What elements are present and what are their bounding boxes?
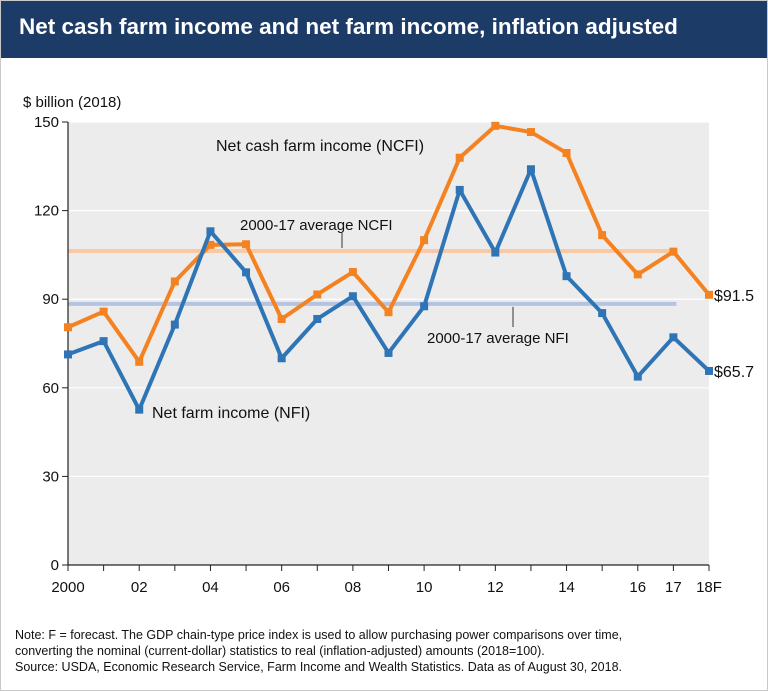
x-tick-label: 16: [629, 579, 646, 596]
data-point: [99, 337, 108, 346]
series-label-nfi: Net farm income (NFI): [152, 405, 310, 422]
data-point: [135, 357, 144, 366]
x-tick-label: 14: [558, 579, 575, 596]
data-point: [705, 290, 713, 299]
x-tick-label: 02: [131, 579, 148, 596]
y-tick-label: 60: [42, 380, 59, 397]
data-point: [705, 366, 713, 375]
data-point: [562, 272, 571, 281]
average-label-nfi: 2000-17 average NFI: [427, 330, 569, 347]
data-point: [64, 323, 72, 332]
y-tick-label: 0: [51, 557, 59, 574]
data-point: [277, 314, 286, 323]
data-point: [170, 277, 179, 286]
data-point: [562, 149, 571, 158]
data-point: [491, 121, 500, 130]
data-point: [491, 248, 500, 257]
data-point: [455, 153, 464, 162]
end-value-label: $65.7: [714, 364, 754, 381]
end-value-label: $91.5: [714, 288, 754, 305]
x-tick-label: 12: [487, 579, 504, 596]
gridlines: [68, 121, 709, 477]
data-point: [455, 185, 464, 194]
x-tick-label: 10: [416, 579, 433, 596]
chart-notes: Note: F = forecast. The GDP chain-type p…: [15, 627, 755, 675]
data-point: [348, 268, 357, 277]
data-point: [420, 302, 429, 311]
plot-area: [68, 122, 709, 565]
data-point: [99, 307, 108, 316]
x-tick-label: 04: [202, 579, 219, 596]
data-point: [170, 320, 179, 329]
data-point: [384, 308, 393, 317]
series-lines: [64, 121, 713, 414]
y-tick-label: 90: [42, 291, 59, 308]
data-point: [206, 240, 215, 249]
chart-labels: $91.5 $65.7 Net cash farm income (NCFI) Net…: [152, 138, 754, 422]
data-point: [242, 240, 251, 249]
data-point: [633, 372, 642, 381]
title-bar: Net cash farm income and net farm income…: [1, 1, 767, 58]
data-point: [277, 354, 286, 363]
series-label-ncfi: Net cash farm income (NCFI): [216, 138, 424, 155]
data-point: [384, 348, 393, 357]
y-axis-title: $ billion (2018): [23, 94, 121, 111]
data-point: [313, 314, 322, 323]
note-line-1: Note: F = forecast. The GDP chain-type p…: [15, 628, 623, 642]
line-chart: 0 30 60 90 120 150 2000 02 04 06 08 10 12 14 16 17 18F $ …: [23, 94, 754, 596]
data-point: [669, 333, 678, 342]
y-tick-label: 150: [34, 114, 59, 131]
average-label-ncfi: 2000-17 average NCFI: [240, 217, 393, 234]
reference-lines: [68, 249, 677, 306]
x-tick-label: 06: [273, 579, 290, 596]
x-tick-label: 17: [665, 579, 682, 596]
y-tick-label: 120: [34, 203, 59, 220]
x-tick-label: 08: [345, 579, 362, 596]
data-point: [526, 165, 535, 174]
data-point: [348, 292, 357, 301]
x-tick-label: 18F: [696, 579, 722, 596]
data-point: [669, 247, 678, 256]
note-line-2: converting the nominal (current-dollar) …: [15, 644, 545, 658]
source-line: Source: USDA, Economic Research Service,…: [15, 660, 622, 674]
x-tick-label: 2000: [51, 579, 84, 596]
data-point: [526, 128, 535, 137]
data-point: [64, 350, 72, 359]
y-tick-label: 30: [42, 468, 59, 485]
data-point: [242, 268, 251, 277]
chart-title: Net cash farm income and net farm income…: [19, 14, 678, 39]
data-point: [420, 236, 429, 245]
axes: 0 30 60 90 120 150 2000 02 04 06 08 10 12 14 16 17 18F $ …: [23, 94, 722, 596]
data-point: [633, 270, 642, 279]
data-point: [598, 231, 607, 240]
data-point: [598, 309, 607, 318]
data-point: [206, 227, 215, 236]
data-point: [135, 405, 144, 414]
data-point: [313, 290, 322, 299]
